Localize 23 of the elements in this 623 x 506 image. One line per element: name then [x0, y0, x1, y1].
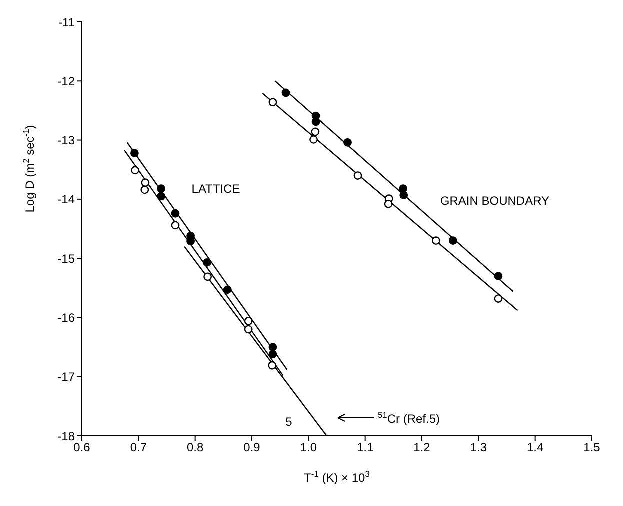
x-tick-label: 1.4	[526, 440, 544, 455]
y-tick-label: -13	[58, 134, 76, 148]
annotation: LATTICE	[192, 182, 240, 196]
y-tick-label: -17	[58, 370, 76, 384]
x-tick-label: 0.8	[186, 440, 204, 455]
x-tick-label: 1.0	[300, 440, 318, 455]
annotation: $^{51}$Cr (Ref.5)	[378, 410, 440, 426]
x-axis-title: T$^{-1}$ (K) × 10$^{3}$	[304, 469, 370, 485]
x-tick-label: 1.5	[584, 440, 601, 455]
annotation: 5	[286, 415, 293, 429]
x-tick-label: 1.3	[470, 440, 488, 455]
y-tick-label: -12	[58, 74, 76, 88]
x-tick-label: 0.9	[244, 440, 261, 455]
y-tick-label: -14	[58, 192, 76, 207]
y-tick-label: -16	[58, 310, 76, 325]
x-tick-label: 0.7	[130, 440, 148, 455]
y-tick-label: -18	[58, 429, 76, 444]
y-tick-label: -15	[58, 252, 76, 266]
x-tick-label: 1.1	[356, 440, 374, 455]
x-tick-label: 0.6	[74, 440, 91, 455]
annotation: GRAIN BOUNDARY	[440, 194, 550, 208]
y-tick-label: -11	[58, 15, 76, 30]
x-tick-label: 1.2	[414, 440, 431, 455]
